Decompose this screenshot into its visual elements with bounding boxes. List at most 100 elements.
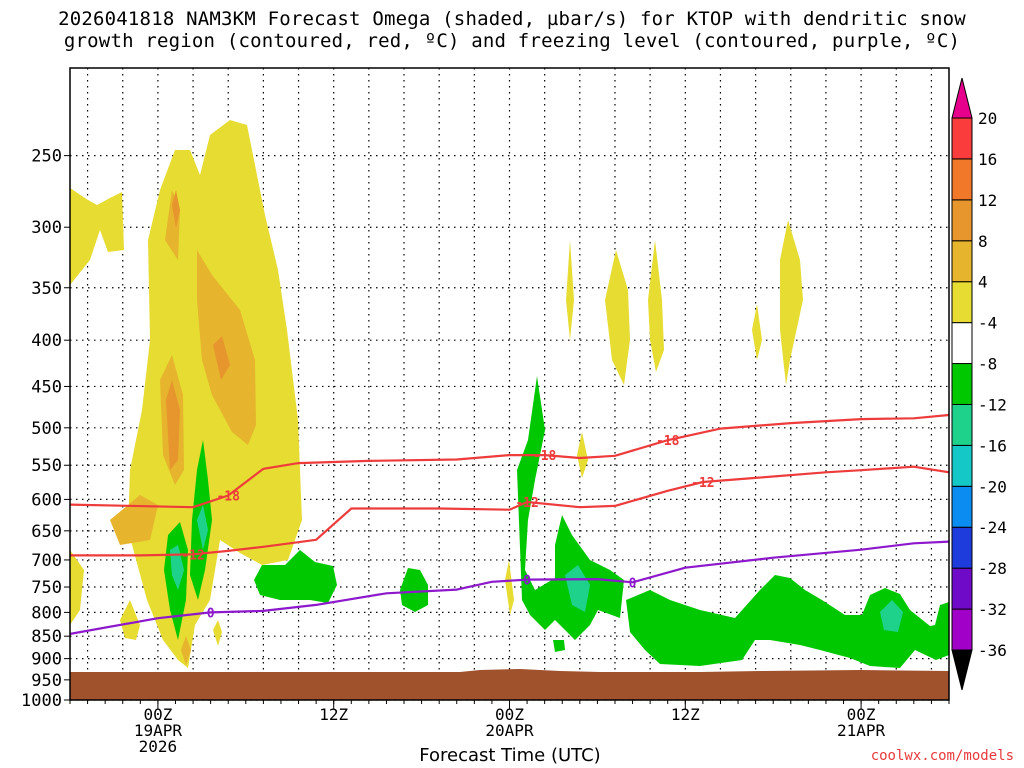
x-tick-year: 2026: [139, 737, 178, 756]
contour-label: 0: [523, 574, 531, 589]
colorbar: -36 -32 -28 -24 -20 -16 -12 -8 -4 4 8 12 16 20: [951, 77, 1007, 691]
y-tick-label: 400: [31, 331, 62, 351]
colorbar-label: -36: [978, 641, 1007, 660]
y-tick-label: 950: [31, 671, 62, 691]
omega-region: [577, 432, 588, 478]
omega-region: [197, 505, 208, 550]
colorbar-swatch: [951, 322, 973, 365]
omega-region: [880, 600, 903, 632]
omega-region: [752, 304, 762, 360]
colorbar-label: 16: [978, 150, 997, 169]
omega-region: [172, 190, 180, 228]
y-tick-label: 550: [31, 456, 62, 476]
colorbar-swatch: [951, 567, 973, 610]
y-tick-label: 350: [31, 279, 62, 299]
y-tick-label: 900: [31, 650, 62, 670]
omega-region: [170, 545, 184, 590]
omega-region: [605, 250, 630, 385]
omega-region: [517, 376, 624, 640]
y-tick-label: 600: [31, 490, 62, 510]
x-tick-label: 12Z: [671, 705, 700, 724]
contour-line: [70, 413, 949, 509]
axes-layer: 250 300 350 400 450 500 550 600 650 700 750 800 850 9…: [21, 67, 950, 756]
omega-region: [120, 600, 140, 640]
colorbar-label: -12: [978, 395, 1007, 414]
colorbar-swatch: [951, 444, 973, 487]
omega-region: [553, 640, 565, 652]
contour-label: -12: [181, 548, 204, 563]
omega-region: [213, 620, 222, 646]
y-tick-label: 500: [31, 419, 62, 439]
y-tick-label: 700: [31, 551, 62, 571]
colorbar-swatch: [951, 117, 973, 160]
x-tick-label: 00Z: [143, 705, 172, 724]
y-tick-label: 800: [31, 603, 62, 623]
contour-label: -12: [691, 476, 714, 491]
colorbar-label: -16: [978, 436, 1007, 455]
contour-label: -12: [515, 496, 538, 511]
omega-region: [70, 188, 124, 285]
x-tick-date: 20APR: [485, 721, 534, 740]
omega-region: [110, 495, 158, 545]
contour-label: -18: [533, 449, 557, 464]
omega-region: [181, 636, 191, 665]
colorbar-swatch: [951, 363, 973, 405]
omega-region: [70, 550, 84, 625]
omega-region: [780, 220, 803, 385]
colorbar-swatch: [951, 240, 973, 283]
omega-region: [254, 550, 337, 603]
omega-shading-layer: [70, 120, 949, 700]
contour-line: [70, 465, 949, 557]
omega-region: [565, 565, 590, 612]
omega-region: [400, 568, 428, 612]
colorbar-swatch: [951, 403, 973, 446]
colorbar-arrow-high: [951, 77, 973, 119]
colorbar-label: 8: [978, 232, 988, 251]
x-axis-title: Forecast Time (UTC): [419, 745, 601, 766]
colorbar-swatch: [951, 199, 973, 242]
y-tick-label: 300: [31, 218, 62, 238]
plot-frame: [69, 67, 950, 701]
x-tick-label: 00Z: [847, 705, 876, 724]
x-tick-date: 19APR: [134, 721, 183, 740]
omega-region: [648, 240, 664, 372]
colorbar-label: -8: [978, 355, 997, 374]
colorbar-label: -28: [978, 559, 1007, 578]
credit-link[interactable]: coolwx.com/models: [870, 748, 1014, 764]
chart-title-line-2: growth region (contoured, red, ºC) and f…: [63, 30, 961, 52]
contour-label: 0: [207, 606, 215, 621]
y-tick-label: 850: [31, 627, 62, 647]
contour-line: [70, 540, 949, 635]
colorbar-swatch: [951, 485, 973, 528]
contour-layer: -18 -18 -18 -12 -12 -12 0 0 0: [70, 413, 949, 635]
omega-region: [166, 380, 180, 470]
y-tick-label: 250: [31, 147, 62, 167]
x-tick-date: 21APR: [837, 721, 886, 740]
x-tick-label: 00Z: [495, 705, 524, 724]
colorbar-label: -4: [978, 314, 997, 333]
contour-label: -18: [656, 434, 680, 449]
contour-label: -18: [216, 489, 240, 504]
colorbar-label: 12: [978, 191, 997, 210]
y-tick-label: 750: [31, 578, 62, 598]
omega-region: [566, 240, 574, 340]
colorbar-label: -24: [978, 518, 1007, 537]
surface-terrain: [70, 669, 949, 700]
colorbar-arrow-low: [951, 649, 973, 691]
y-tick-label: 650: [31, 522, 62, 542]
y-tick-label: 450: [31, 377, 62, 397]
omega-region: [626, 575, 949, 668]
colorbar-label: 4: [978, 273, 988, 292]
colorbar-label: 20: [978, 109, 997, 128]
x-tick-label: 12Z: [319, 705, 348, 724]
colorbar-swatch: [951, 608, 973, 651]
colorbar-swatch: [951, 158, 973, 201]
chart-title: 2026041818 NAM3KM Forecast Omega (shaded…: [58, 8, 966, 30]
omega-region: [505, 560, 514, 615]
colorbar-label: -32: [978, 600, 1007, 619]
colorbar-label: -20: [978, 477, 1007, 496]
colorbar-swatch: [951, 526, 973, 569]
omega-region: [213, 336, 230, 380]
y-tick-label: 1000: [21, 691, 62, 711]
